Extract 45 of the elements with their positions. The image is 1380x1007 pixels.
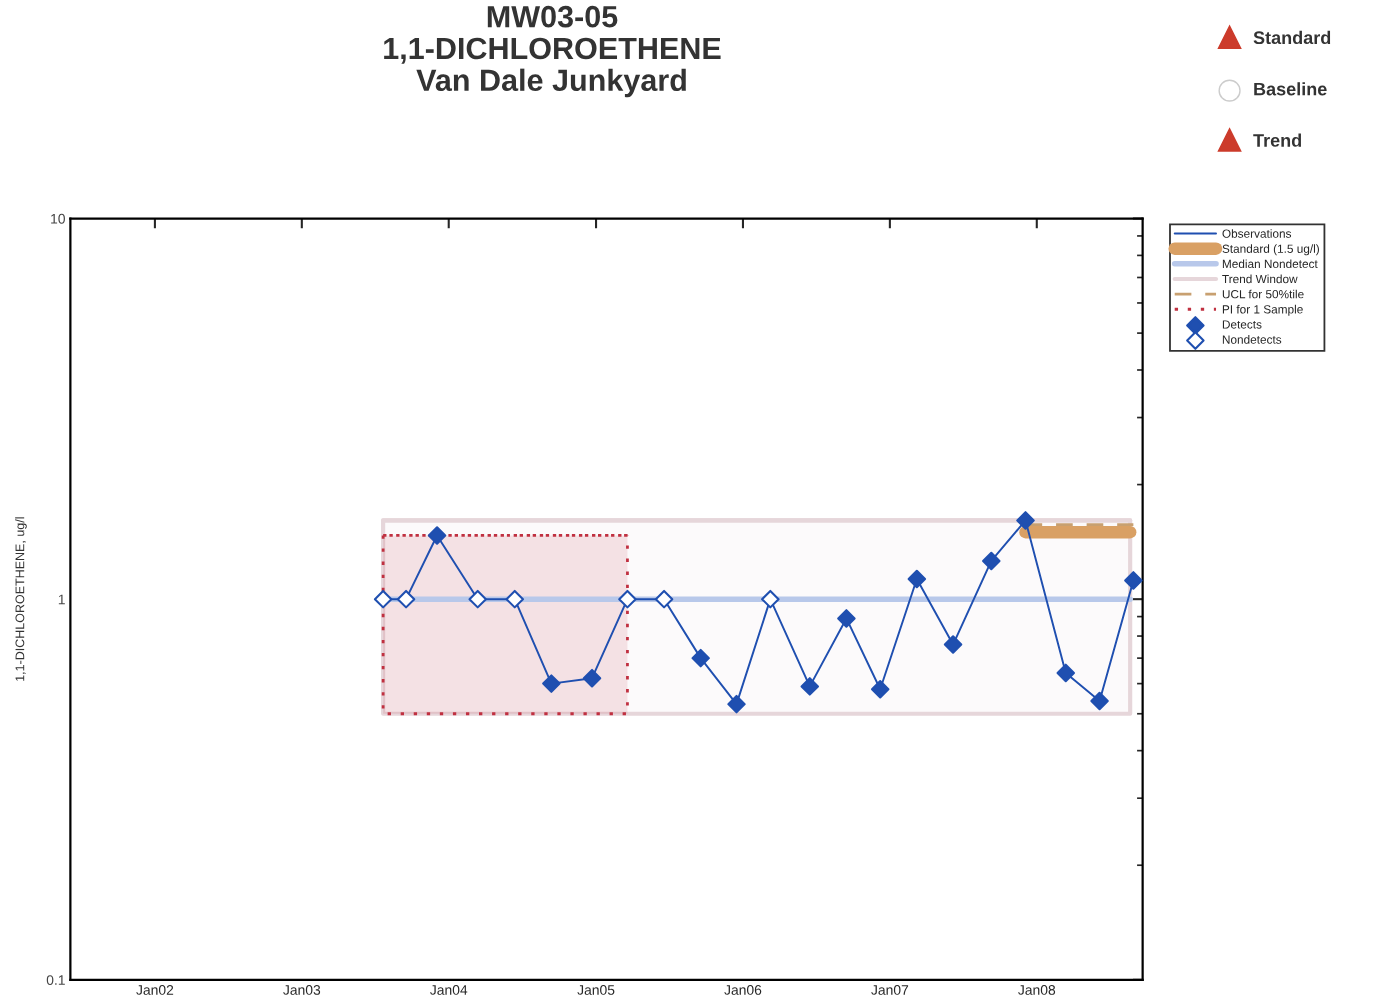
y-tick-label: 1 — [58, 594, 65, 605]
point — [837, 609, 856, 628]
x-tick-label: Jan04 — [430, 985, 468, 995]
point — [870, 679, 890, 699]
point — [373, 589, 393, 609]
point — [505, 589, 524, 609]
point — [654, 589, 674, 609]
legend-label: Median Nondetect — [1222, 259, 1318, 269]
legend-label: UCL for 50%tile — [1222, 289, 1304, 299]
point — [982, 551, 1001, 571]
y-tick-label: 10 — [51, 213, 65, 224]
legend-label: Nondetects — [1222, 335, 1282, 344]
point — [542, 674, 561, 693]
y-axis-title: 1,1-DICHLOROETHENE, ug/l — [15, 517, 27, 681]
point — [427, 526, 447, 545]
x-tick-label: Jan02 — [136, 985, 174, 995]
point — [1090, 691, 1109, 711]
chart-title: MW03-05 1,1-DICHLOROETHENE Van Dale Junkyard — [384, 5, 721, 98]
legend-label: Standard (1.5 ug/l) — [1222, 244, 1319, 256]
point — [800, 677, 820, 696]
point — [943, 635, 963, 654]
text: Trend — [1253, 133, 1302, 147]
point — [396, 589, 416, 609]
point — [1124, 571, 1143, 590]
point — [907, 569, 927, 589]
legend-label: Observations — [1222, 229, 1292, 238]
x-tick-label: Jan06 — [724, 985, 762, 995]
point — [468, 589, 487, 609]
point — [691, 648, 710, 668]
point — [582, 668, 602, 688]
x-tick-label: Jan05 — [577, 985, 615, 995]
point — [761, 589, 780, 609]
text: Standard — [1253, 30, 1331, 45]
point — [1056, 663, 1076, 683]
point — [618, 589, 637, 609]
legend-label: PI for 1 Sample — [1222, 304, 1303, 316]
x-tick-label: Jan03 — [283, 985, 321, 995]
y-tick-label: 0.1 — [46, 975, 65, 985]
x-tick-label: Jan08 — [1018, 985, 1056, 995]
x-tick-label: Jan07 — [871, 985, 909, 995]
point — [727, 694, 746, 714]
legend-label: Detects — [1222, 320, 1262, 329]
point — [1016, 511, 1035, 530]
text: Baseline — [1254, 82, 1327, 96]
legend-label: Trend Window — [1222, 274, 1298, 284]
